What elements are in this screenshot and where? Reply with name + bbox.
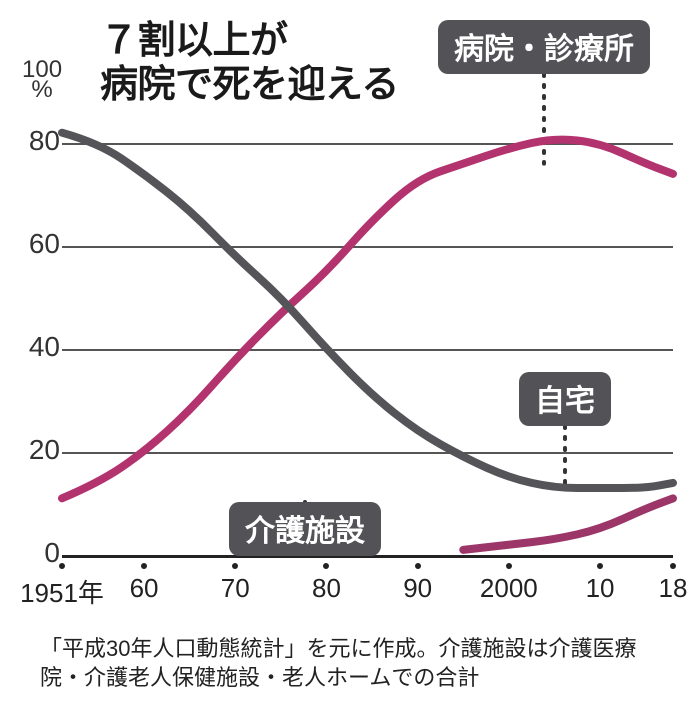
series-care xyxy=(463,498,673,549)
plot-svg xyxy=(0,0,693,707)
series-home xyxy=(62,133,673,488)
label-box-home: 自宅 xyxy=(519,372,611,426)
label-box-hospital: 病院・診療所 xyxy=(438,20,650,74)
footnote: 「平成30年人口動態統計」を元に作成。介護施設は介護医療院・介護老人保健施設・老… xyxy=(40,634,663,693)
chart-container: ７割以上が 病院で死を迎える 100 % 020406080 1951年6070… xyxy=(0,0,693,707)
label-box-care: 介護施設 xyxy=(229,502,381,556)
series-hospital xyxy=(62,140,673,499)
series-lines xyxy=(62,133,673,550)
